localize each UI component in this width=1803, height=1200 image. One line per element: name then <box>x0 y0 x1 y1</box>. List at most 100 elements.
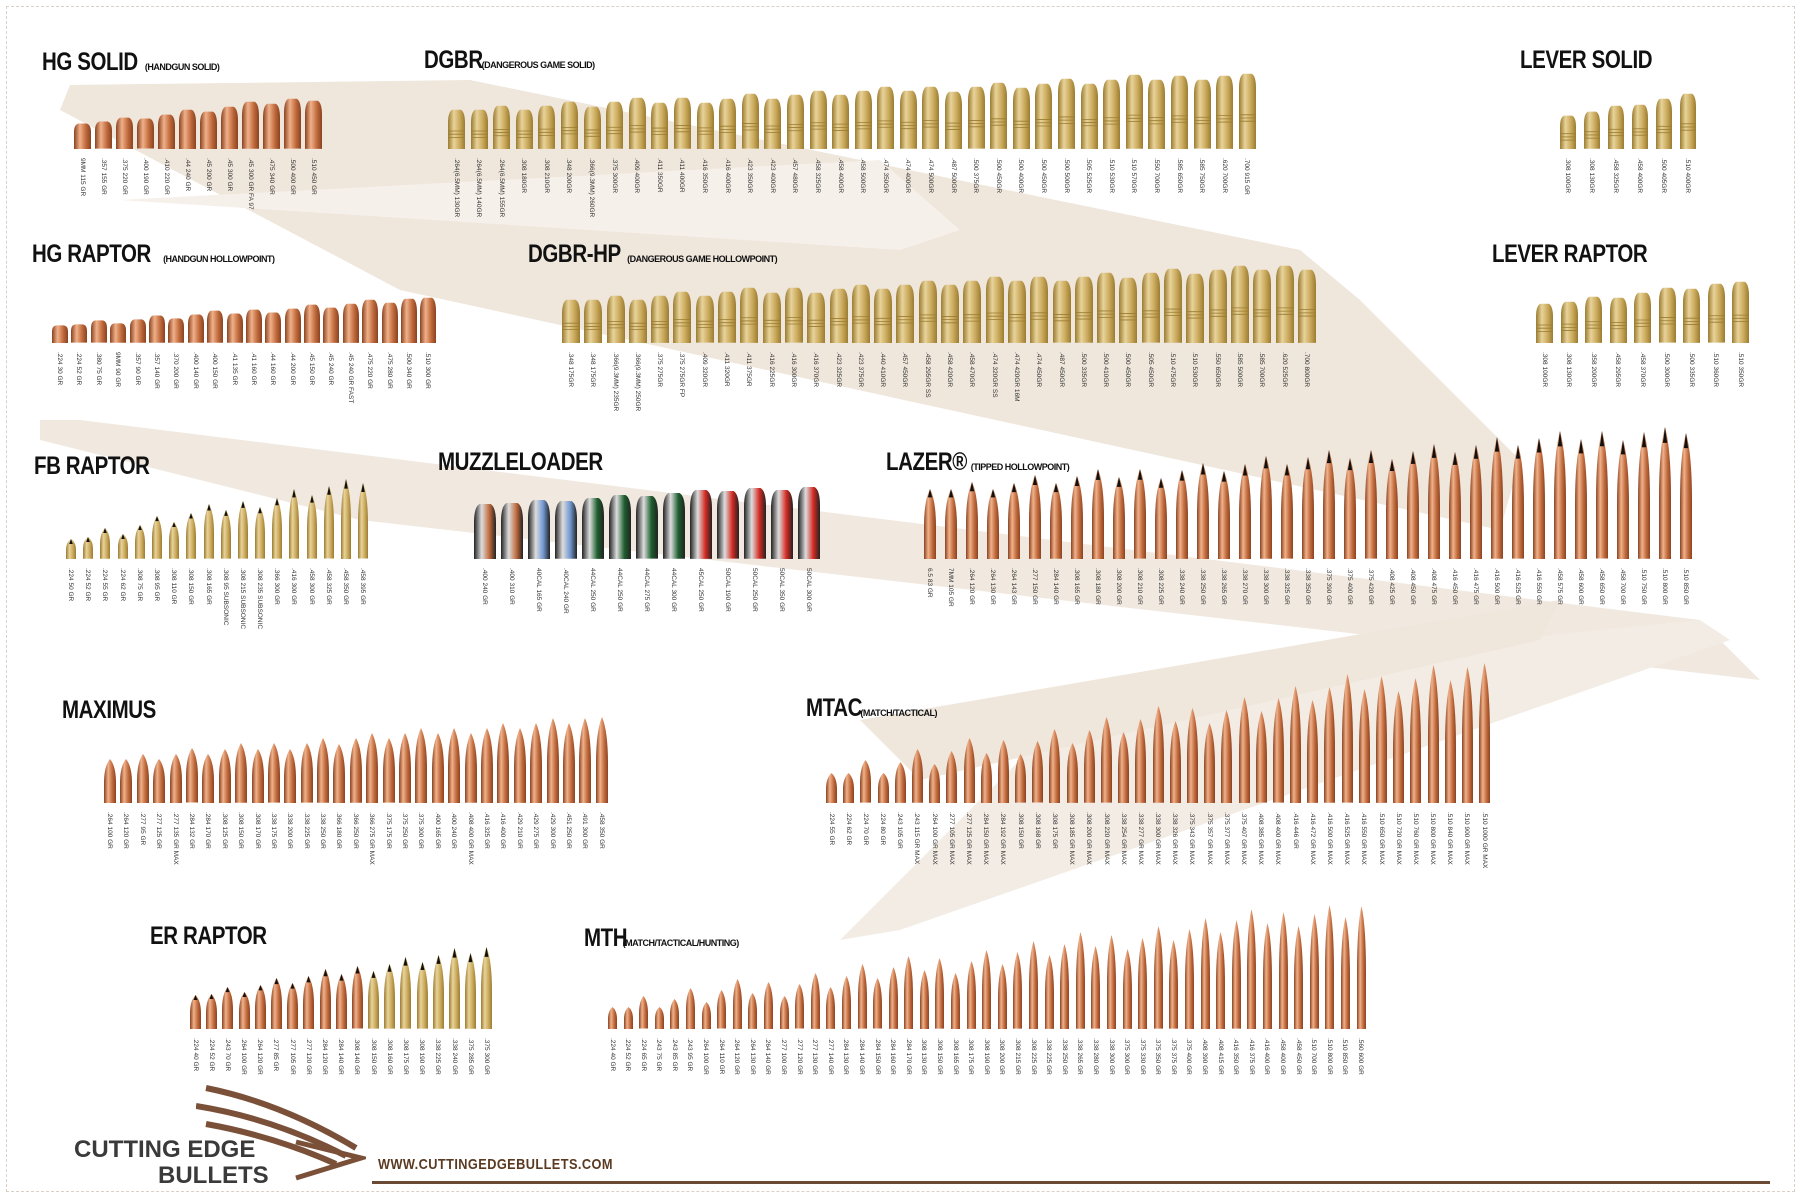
mtac-bullet <box>1032 741 1044 808</box>
lever-raptor-bullet-item: .500 335GR <box>1683 288 1700 387</box>
maximus-bullet <box>136 753 149 808</box>
dgbr-hp-bullet-label: .510 530GR <box>1191 352 1199 388</box>
dgbr-bullet-label: .264(6.5MM) 130GR <box>452 158 460 218</box>
mtac-bullet-label: .510 840 GR MAX <box>1446 812 1454 865</box>
dgbr-hp-bullet <box>584 299 603 348</box>
maximus-bullet-label: .366 250 GR <box>351 812 359 849</box>
mth-bullet-item: .224 40 GR <box>608 1007 617 1071</box>
maximus-bullet-item: .491 300 GR <box>579 717 592 849</box>
dgbr-bullet-item: .487 500GR <box>945 91 963 193</box>
mth-bullet-label: .284 160 GR <box>889 1038 897 1075</box>
mtac-bullet-label: .375 377 GR MAX <box>1222 812 1230 865</box>
dgbr-bullet-label: .500 400GR <box>1017 158 1025 194</box>
fb-raptor-bullet <box>255 507 266 564</box>
fb-raptor-bullet-label: .458 325 GR <box>324 568 332 605</box>
mtac-bullet-label: .416 550 GR MAX <box>1360 812 1368 865</box>
fb-raptor-bullet-item: .224 50 GR <box>66 539 76 601</box>
swoosh-band-4 <box>860 600 1560 780</box>
mtac-bullet <box>894 762 906 808</box>
dgbr-hp-bullet-item: .416 225GR <box>762 292 781 387</box>
hg-raptor-bullet-label: .45 240 GR FAST <box>346 352 354 404</box>
dgbr-hp-subtitle: (DANGEROUS GAME HOLLOWPOINT) <box>627 254 778 264</box>
hg-raptor-bullet-item: .44 200 GR <box>284 308 301 385</box>
dgbr-bullet <box>854 90 872 154</box>
mth-bullet <box>1262 923 1272 1034</box>
muzzleloader-bullet-item: 45CAL 250 GR <box>690 489 712 612</box>
mtac-bullet <box>843 773 855 808</box>
fb-raptor-bullet <box>220 510 231 564</box>
lever-raptor-bullet <box>1732 281 1749 348</box>
maximus-bullet-item: .308 170 GR <box>251 748 264 849</box>
lazer-bullet-item: .338 270 GR <box>1239 463 1251 605</box>
maximus-bullet <box>120 758 133 808</box>
mth-bullet-item: .224 65 GR <box>639 996 649 1071</box>
dgbr-bullet <box>696 102 714 154</box>
maximus-bullet <box>349 738 362 808</box>
muzzleloader-bullet-item: 40CAL 165 GR <box>528 499 550 612</box>
mth-bullet <box>1060 943 1070 1034</box>
mtac-bullet-item: .408 400 GR MAX <box>1272 698 1284 865</box>
lever-solid-bullet-item: .308 130GR <box>1584 111 1600 193</box>
mtac-bullet-label: .308 220 GR MAX <box>1102 812 1110 865</box>
muzzleloader-bullet-item: 50CAL 190 GR <box>717 490 739 612</box>
dgbr-hp-bullet-item: .416 370GR <box>807 292 826 387</box>
dgbr-hp-bullet-item: .375 275GR FP <box>673 291 692 397</box>
lever-solid-bullet-item: .308 100GR <box>1560 115 1576 193</box>
muzzleloader-bullet-item: 50CAL 300 GR <box>798 486 820 612</box>
maximus-bullet-label: .400 165 GR <box>433 812 441 849</box>
fb-raptor-bullet-label: .308 150 GR <box>187 568 195 605</box>
mtac-bullet-item: .224 70 GR <box>860 760 872 845</box>
dgbr-hp-bullet <box>851 284 870 348</box>
mth-bullet-label: .224 40 GR <box>608 1038 616 1072</box>
mtac-bullet <box>1015 754 1027 808</box>
mtac-bullet-label: .510 650 GR MAX <box>1377 812 1385 865</box>
lever-solid-bullet <box>1584 111 1600 154</box>
dgbr-hp-bullet-item: .700 800GR <box>1297 269 1316 387</box>
hg-raptor-bullet <box>284 308 301 348</box>
er-raptor-bullet <box>481 947 493 1034</box>
mth-bullet-item: .510 850 GR <box>1340 917 1350 1075</box>
dgbr-bullet-label: .308 180GR <box>520 158 528 194</box>
dgbr-hp-bullet <box>562 299 580 348</box>
lazer-bullet-label: .308 210 GR <box>1136 568 1143 605</box>
website-url[interactable]: WWW.CUTTINGEDGEBULLETS.COM <box>378 1156 613 1173</box>
dgbr-hp-bullet <box>673 291 692 348</box>
hg-solid-bullet-label: .45 200 GR <box>204 158 212 192</box>
dgbr-hp-bullet <box>1141 272 1160 348</box>
dgbr-hp-bullet-label: .423 325GR <box>834 352 842 388</box>
er-raptor-title: ER RAPTOR <box>150 922 267 950</box>
dgbr-bullet-label: .409 400GR <box>633 158 641 194</box>
mtac-bullet-label: .243 105 GR <box>896 812 904 849</box>
lazer-bullet-item: .458 700 GR <box>1617 439 1629 605</box>
mth-bullet-label: .416 375 GR <box>1247 1038 1255 1075</box>
dgbr-hp-bullet-label: .700 800GR <box>1302 352 1310 388</box>
er-raptor-bullet <box>432 955 444 1034</box>
swoosh-band-2 <box>40 420 1760 680</box>
dgbr-bullet-label: .500 450GR <box>994 158 1002 194</box>
maximus-bullet-item: .408 400 GR MAX <box>464 733 477 865</box>
dgbr-bullet-label: .474 350GR <box>881 158 889 194</box>
dgbr-hp-bullet-label: .366(9.3MM) 235GR <box>611 352 619 412</box>
dgbr-bullet <box>538 105 556 154</box>
er-raptor-bullet <box>465 953 477 1034</box>
maximus-bullet-label: .277 95 GR <box>138 812 146 846</box>
mtac-bullet <box>1049 728 1061 808</box>
mtac-bullet-label: .243 115 GR MAX <box>913 812 921 865</box>
mth-bullet <box>670 999 680 1034</box>
lazer-bullet-item: .264 120 GR <box>966 481 978 605</box>
dgbr-bullet <box>786 94 804 154</box>
hg-raptor-bullet <box>187 314 204 348</box>
mth-bullet <box>1169 940 1179 1034</box>
lazer-bullet <box>1092 468 1104 564</box>
mth-bullet-item: .375 330 GR <box>1138 937 1148 1075</box>
fb-raptor-bullet <box>151 516 162 564</box>
maximus-title: MAXIMUS <box>62 696 156 724</box>
mth-bullet-label: .338 265 GR <box>1076 1038 1084 1075</box>
lazer-bullet-label: .338 300 GR <box>1262 568 1269 605</box>
maximus-bullet-label: .429 210 GR <box>515 812 523 849</box>
dgbr-bullet-label: .458 400GR <box>836 158 844 194</box>
dgbr-bullet-label: .510 570GR <box>1130 158 1138 194</box>
mth-bullet-item: .375 350 GR <box>1153 926 1163 1075</box>
dgbr-bullet-label: .416 350GR <box>701 158 709 194</box>
mtac-bullet-label: .224 70 GR <box>861 812 869 846</box>
